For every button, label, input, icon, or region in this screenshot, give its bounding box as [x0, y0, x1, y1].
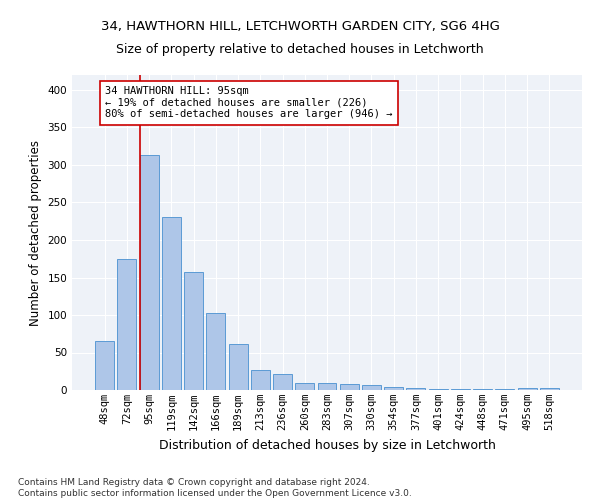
Text: 34, HAWTHORN HILL, LETCHWORTH GARDEN CITY, SG6 4HG: 34, HAWTHORN HILL, LETCHWORTH GARDEN CIT… [101, 20, 499, 33]
Bar [184, 272, 203, 390]
Bar [118, 259, 136, 390]
Text: 34 HAWTHORN HILL: 95sqm
← 19% of detached houses are smaller (226)
80% of semi-d: 34 HAWTHORN HILL: 95sqm ← 19% of detache… [105, 86, 392, 120]
Bar [429, 388, 448, 390]
Bar [251, 370, 270, 390]
Text: Contains HM Land Registry data © Crown copyright and database right 2024.
Contai: Contains HM Land Registry data © Crown c… [18, 478, 412, 498]
Bar [451, 388, 470, 390]
Bar [518, 388, 536, 390]
Bar [340, 384, 359, 390]
Bar [362, 385, 381, 390]
Y-axis label: Number of detached properties: Number of detached properties [29, 140, 42, 326]
Bar [473, 389, 492, 390]
Bar [140, 155, 158, 390]
Bar [95, 341, 114, 390]
Bar [229, 344, 248, 390]
Text: Size of property relative to detached houses in Letchworth: Size of property relative to detached ho… [116, 42, 484, 56]
Bar [162, 218, 181, 390]
X-axis label: Distribution of detached houses by size in Letchworth: Distribution of detached houses by size … [158, 438, 496, 452]
Bar [273, 374, 292, 390]
Bar [384, 387, 403, 390]
Bar [206, 313, 225, 390]
Bar [317, 382, 337, 390]
Bar [496, 389, 514, 390]
Bar [295, 382, 314, 390]
Bar [406, 388, 425, 390]
Bar [540, 388, 559, 390]
